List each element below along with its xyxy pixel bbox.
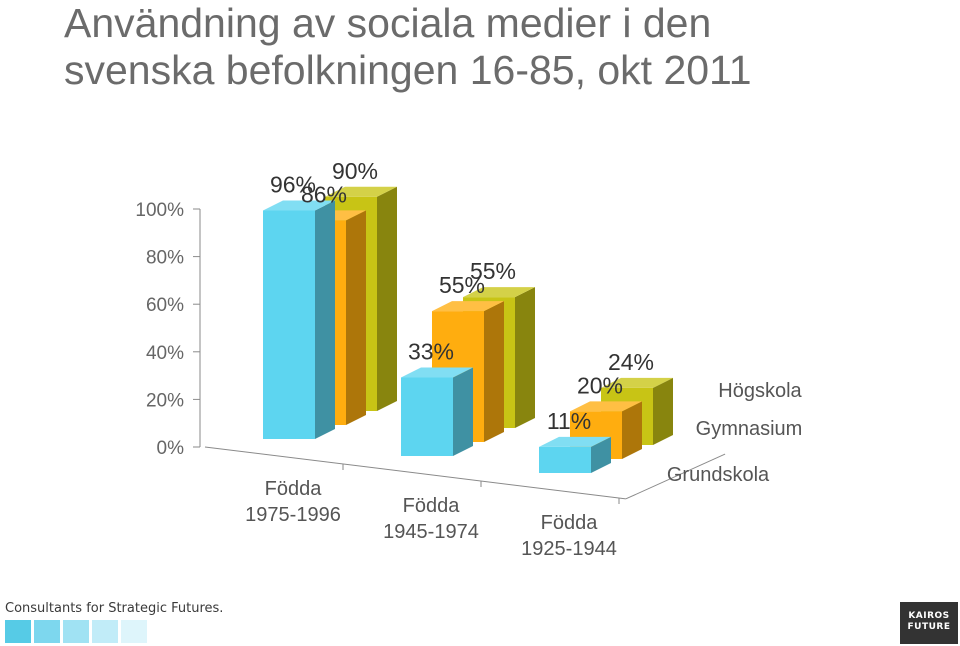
category-label: Födda bbox=[265, 478, 323, 500]
logo-line-1: KAIROS bbox=[908, 611, 950, 621]
series-labels: Grundskola Gymnasium Högskola bbox=[667, 380, 803, 486]
color-swatch bbox=[121, 620, 147, 643]
kairos-future-logo: KAIROS FUTURE bbox=[900, 602, 958, 644]
bar-top bbox=[263, 200, 335, 211]
category-label: 1945-1974 bbox=[383, 521, 479, 543]
y-tick-label: 80% bbox=[146, 248, 184, 269]
bar-top bbox=[463, 287, 535, 298]
bar-side bbox=[346, 210, 366, 425]
bars bbox=[263, 186, 673, 473]
data-label: 11% bbox=[547, 408, 591, 434]
bar-top bbox=[325, 186, 397, 197]
category-label: Födda bbox=[403, 495, 461, 517]
depth-axis-line bbox=[625, 453, 726, 500]
category-label: 1925-1944 bbox=[521, 538, 617, 560]
y-tick-label: 40% bbox=[146, 343, 184, 364]
bar-front bbox=[263, 210, 315, 439]
bar-top bbox=[401, 367, 473, 378]
color-swatch bbox=[92, 620, 118, 643]
bar-side bbox=[622, 401, 642, 459]
category-label: Födda bbox=[541, 512, 599, 534]
y-tick-label: 100% bbox=[135, 200, 184, 221]
bar-front bbox=[539, 446, 591, 473]
bar-side bbox=[377, 186, 397, 411]
color-swatch bbox=[5, 620, 31, 643]
data-labels: 90% 55% 24% 86% 55% 20% 96% 33% 11% bbox=[270, 158, 654, 434]
data-label: 33% bbox=[408, 338, 454, 364]
y-tick-label: 0% bbox=[157, 438, 185, 459]
color-swatch bbox=[63, 620, 89, 643]
x-tick-labels: Födda 1975-1996 Födda 1945-1974 Födda 1925-19… bbox=[245, 478, 617, 560]
bar-top bbox=[570, 401, 642, 412]
logo-line-2: FUTURE bbox=[907, 622, 951, 632]
bar-side bbox=[315, 200, 335, 439]
bar-top bbox=[601, 377, 673, 388]
data-label: 20% bbox=[577, 372, 623, 398]
bar-side bbox=[515, 287, 535, 428]
bar bbox=[263, 200, 335, 439]
data-label: 86% bbox=[301, 181, 347, 207]
data-label: 90% bbox=[332, 158, 378, 184]
y-axis: 0% 20% 40% 60% 80% 100% bbox=[135, 200, 201, 459]
data-label: 55% bbox=[439, 272, 485, 298]
color-swatch bbox=[34, 620, 60, 643]
bar-top bbox=[539, 436, 611, 447]
company-tagline: Consultants for Strategic Futures. bbox=[5, 601, 224, 616]
bar-side bbox=[484, 301, 504, 442]
bar bbox=[539, 436, 611, 473]
category-label: 1975-1996 bbox=[245, 504, 341, 526]
series-label: Grundskola bbox=[667, 464, 770, 486]
data-label: 55% bbox=[470, 258, 516, 284]
bar-front bbox=[401, 377, 453, 456]
chart-title: Användning av sociala medier i den svens… bbox=[64, 0, 752, 94]
bar-side bbox=[653, 377, 673, 445]
x-axis-line bbox=[204, 446, 626, 500]
series-label: Gymnasium bbox=[696, 418, 803, 440]
data-label: 24% bbox=[608, 349, 654, 375]
title-line-1: Användning av sociala medier i den bbox=[64, 0, 712, 46]
title-line-2: svenska befolkningen 16-85, okt 2011 bbox=[64, 47, 752, 93]
bar-side bbox=[453, 367, 473, 456]
bar-top bbox=[432, 301, 504, 312]
y-tick-label: 60% bbox=[146, 295, 184, 316]
y-tick-label: 20% bbox=[146, 390, 184, 411]
series-label: Högskola bbox=[718, 380, 802, 402]
data-label: 96% bbox=[270, 172, 316, 198]
bar-side bbox=[591, 436, 611, 473]
bar bbox=[401, 367, 473, 456]
